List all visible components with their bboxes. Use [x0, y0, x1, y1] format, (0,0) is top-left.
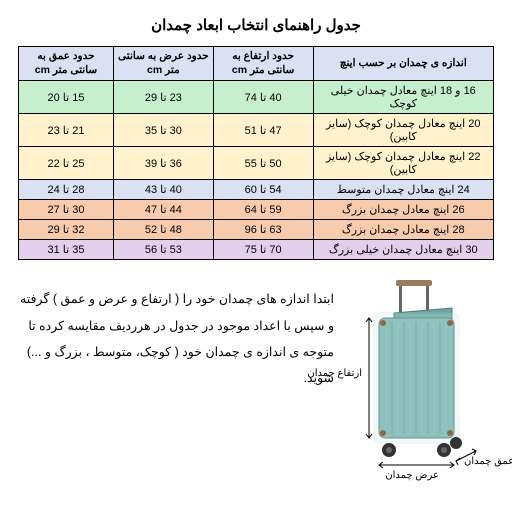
cell-height: 47 تا 51: [213, 114, 313, 147]
header-depth: حدود عمق به سانتی متر cm: [19, 47, 114, 81]
cell-height: 40 تا 74: [213, 81, 313, 114]
header-size: اندازه ی چمدان بر حسب اینچ: [313, 47, 494, 81]
cell-height: 70 تا 75: [213, 240, 313, 260]
label-width: عرض چمدان: [385, 470, 439, 481]
cell-depth: 35 تا 31: [19, 240, 114, 260]
cell-width: 44 تا 47: [114, 200, 214, 220]
cell-size: 30 اینچ معادل چمدان خیلی بزرگ: [313, 240, 494, 260]
cell-width: 30 تا 35: [114, 114, 214, 147]
table-row: 28 اینچ معادل چمدان بزرگ63 تا 9648 تا 52…: [19, 220, 494, 240]
cell-size: 28 اینچ معادل چمدان بزرگ: [313, 220, 494, 240]
cell-height: 54 تا 60: [213, 180, 313, 200]
cell-width: 23 تا 29: [114, 81, 214, 114]
cell-size: 24 اینچ معادل چمدان متوسط: [313, 180, 494, 200]
cell-size: 26 اینچ معادل چمدان بزرگ: [313, 200, 494, 220]
cell-depth: 28 تا 24: [19, 180, 114, 200]
cell-depth: 21 تا 23: [19, 114, 114, 147]
label-depth: عمق چمدان: [464, 456, 512, 467]
cell-width: 40 تا 43: [114, 180, 214, 200]
cell-width: 36 تا 39: [114, 147, 214, 180]
cell-size: 22 اینچ معادل چمدان کوچک (سایز کابین): [313, 147, 494, 180]
cell-height: 50 تا 55: [213, 147, 313, 180]
table-row: 22 اینچ معادل چمدان کوچک (سایز کابین)50 …: [19, 147, 494, 180]
cell-size: 20 اینچ معادل چمدان کوچک (سایز کابین): [313, 114, 494, 147]
table-row: 16 و 18 اینچ معادل چمدان خیلی کوچک40 تا …: [19, 81, 494, 114]
table-row: 26 اینچ معادل چمدان بزرگ59 تا 6444 تا 47…: [19, 200, 494, 220]
size-guide-table: اندازه ی چمدان بر حسب اینچ حدود ارتفاع ب…: [18, 46, 494, 260]
header-width: حدود عرض به سانتی متر cm: [114, 47, 214, 81]
header-height: حدود ارتفاع به سانتی متر cm: [213, 47, 313, 81]
cell-size: 16 و 18 اینچ معادل چمدان خیلی کوچک: [313, 81, 494, 114]
cell-width: 53 تا 56: [114, 240, 214, 260]
page-title: جدول راهنمای انتخاب ابعاد چمدان: [18, 16, 494, 34]
table-row: 24 اینچ معادل چمدان متوسط54 تا 6040 تا 4…: [19, 180, 494, 200]
table-row: 30 اینچ معادل چمدان خیلی بزرگ70 تا 7553 …: [19, 240, 494, 260]
luggage-icon: [344, 278, 494, 478]
cell-height: 63 تا 96: [213, 220, 313, 240]
label-height: ارتفاع چمدان: [307, 368, 362, 379]
cell-depth: 32 تا 29: [19, 220, 114, 240]
instructions-text: ابتدا اندازه های چمدان خود را ( ارتفاع و…: [18, 278, 334, 391]
cell-height: 59 تا 64: [213, 200, 313, 220]
cell-depth: 15 تا 20: [19, 81, 114, 114]
luggage-diagram: ارتفاع چمدان عرض چمدان عمق چمدان: [344, 278, 494, 483]
cell-width: 48 تا 52: [114, 220, 214, 240]
cell-depth: 30 تا 27: [19, 200, 114, 220]
table-row: 20 اینچ معادل چمدان کوچک (سایز کابین)47 …: [19, 114, 494, 147]
cell-depth: 25 تا 22: [19, 147, 114, 180]
